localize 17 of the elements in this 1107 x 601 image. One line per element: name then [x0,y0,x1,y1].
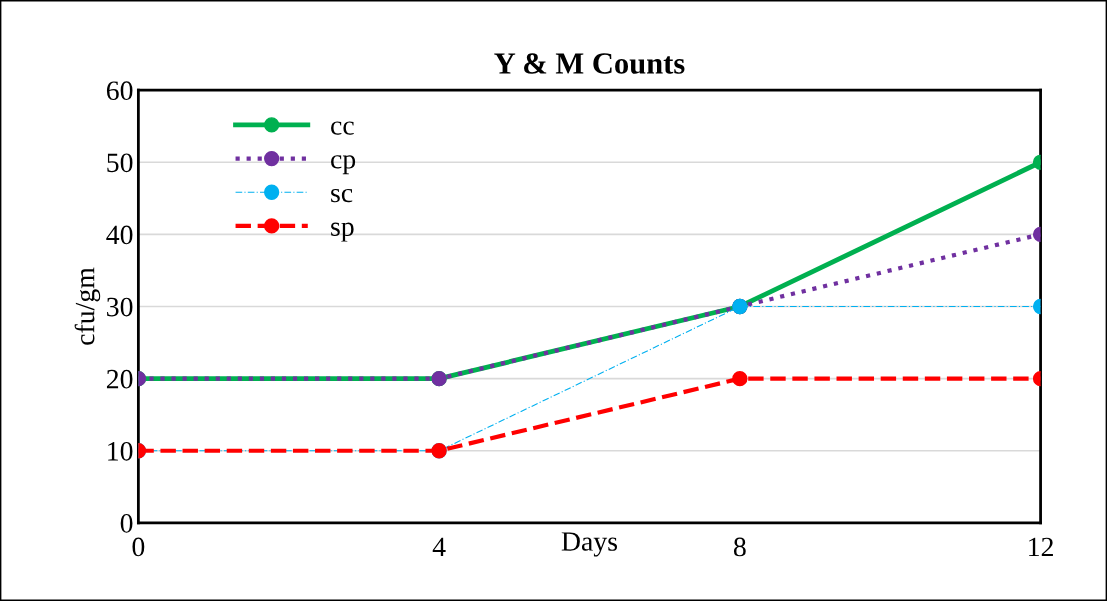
y-axis-title: cfu/gm [74,267,101,345]
y-tick-label: 30 [107,297,133,317]
x-axis-title: Days [561,532,618,557]
chart-title: Y & M Counts [494,53,685,74]
y-tick-label: 60 [106,81,133,101]
legend-label: cp [331,155,356,175]
legend-label: cc [331,121,354,135]
x-tick-label: 4 [432,537,446,557]
y-tick-label: 40 [106,225,133,245]
y-tick-label: 20 [106,369,133,389]
legend-label: sp [331,222,354,242]
x-tick-label: 8 [733,537,746,557]
legend-label: sc [331,188,353,203]
y-tick-label: 50 [107,153,133,173]
y-tick-label: 0 [120,514,133,533]
y-tick-label: 10 [108,441,133,461]
x-tick-label: 12 [1029,537,1053,557]
